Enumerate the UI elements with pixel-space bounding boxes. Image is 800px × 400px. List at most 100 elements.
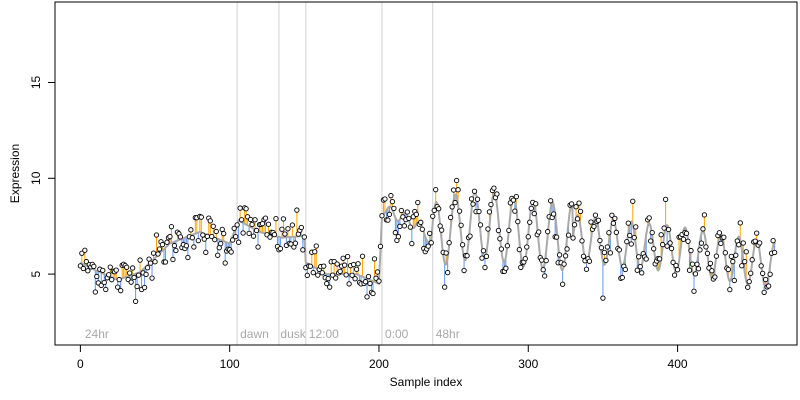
data-point (771, 249, 778, 256)
data-point (91, 263, 97, 270)
data-point (671, 272, 678, 278)
data-point (170, 256, 176, 263)
data-point (419, 226, 425, 232)
data-point (574, 216, 581, 222)
data-point (118, 288, 124, 294)
data-point (556, 252, 563, 258)
data-point (601, 249, 608, 256)
data-point (159, 241, 166, 248)
data-point (177, 234, 184, 240)
data-point (565, 232, 572, 238)
data-point (661, 225, 667, 231)
data-point (235, 239, 242, 245)
data-point (444, 269, 451, 276)
data-point (634, 267, 640, 273)
data-point (536, 229, 542, 235)
fit-line (79, 190, 777, 290)
data-point (516, 246, 522, 253)
data-point (480, 248, 487, 254)
data-point (267, 234, 273, 240)
data-point (153, 232, 160, 238)
data-point (82, 247, 88, 253)
data-point (637, 263, 643, 270)
data-point (597, 237, 603, 244)
data-point (298, 224, 304, 231)
data-point (234, 222, 240, 228)
data-point (718, 240, 724, 246)
data-point (670, 259, 676, 266)
data-point (341, 262, 348, 268)
data-point (252, 217, 258, 223)
data-point (230, 237, 236, 243)
data-point (442, 284, 448, 290)
data-point (613, 229, 620, 235)
data-point (327, 284, 333, 290)
data-point (577, 208, 584, 215)
data-point (207, 218, 213, 224)
data-point (606, 230, 612, 236)
data-point (285, 226, 291, 232)
data-point (134, 283, 140, 290)
data-point (765, 283, 772, 289)
data-point (307, 263, 313, 269)
data-point (686, 267, 693, 273)
data-point (237, 205, 243, 211)
data-point (513, 193, 519, 200)
data-point (359, 253, 366, 259)
data-point (568, 201, 575, 207)
data-point (604, 244, 611, 250)
data-point (704, 250, 711, 256)
x-axis-label: Sample index (390, 375, 463, 389)
data-point (533, 201, 539, 207)
data-point (116, 276, 122, 283)
data-point (409, 240, 415, 247)
data-point (392, 229, 399, 236)
data-point (439, 227, 445, 233)
data-point (721, 234, 727, 240)
data-point (639, 270, 645, 276)
region-boundaries (236, 2, 434, 345)
data-point (371, 256, 378, 262)
data-point (203, 249, 209, 255)
data-point (352, 276, 358, 282)
data-point (485, 226, 491, 232)
data-point (712, 274, 718, 280)
data-point (646, 215, 652, 221)
data-point (470, 201, 476, 207)
data-point (698, 240, 705, 246)
data-point (459, 242, 466, 248)
region-label: 0:00 (385, 327, 409, 341)
data-point (126, 270, 133, 276)
fit-line-group (79, 190, 777, 290)
data-point (198, 214, 204, 220)
data-point (709, 268, 715, 274)
data-point (624, 239, 630, 245)
data-point (494, 191, 500, 197)
data-point (752, 238, 758, 244)
data-point (395, 234, 402, 240)
data-point (731, 277, 737, 284)
data-point (770, 238, 776, 244)
data-point (147, 260, 154, 266)
data-point (450, 187, 457, 193)
data-point (152, 259, 158, 265)
data-point (570, 235, 576, 241)
data-point (749, 257, 755, 263)
data-point (253, 227, 260, 234)
data-point (648, 238, 654, 244)
region-label: 12:00 (309, 327, 339, 341)
data-point (386, 211, 393, 217)
data-point (674, 267, 681, 273)
data-point (173, 247, 179, 254)
data-point (477, 222, 484, 228)
data-point (401, 223, 408, 229)
data-point (540, 267, 546, 273)
data-point (539, 257, 545, 263)
data-point (428, 240, 434, 246)
data-point (664, 243, 670, 249)
data-point (337, 268, 343, 275)
data-point (79, 250, 85, 256)
x-tick-label: 0 (77, 357, 84, 371)
region-labels: 24hr dawn dusk 12:00 0:00 48hr (85, 327, 460, 341)
data-point (385, 217, 391, 223)
